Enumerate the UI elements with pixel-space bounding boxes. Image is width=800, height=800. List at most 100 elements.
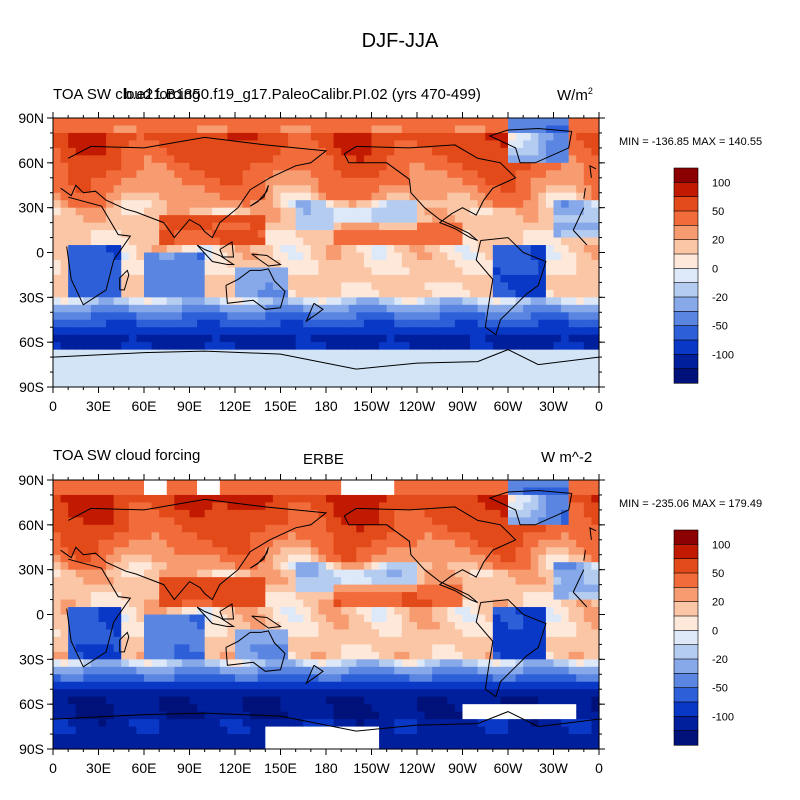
field-cell [424, 554, 433, 563]
field-cell [386, 562, 395, 571]
field-cell [159, 342, 168, 351]
field-cell [250, 629, 259, 638]
field-cell [454, 629, 464, 638]
field-cell [280, 539, 289, 548]
field-cell [439, 689, 448, 698]
field-cell [265, 364, 274, 373]
field-cell [288, 372, 297, 381]
field-cell [68, 259, 77, 269]
field-cell [121, 147, 130, 156]
field-cell [75, 245, 84, 254]
field-cell [242, 629, 251, 638]
field-cell [227, 230, 236, 239]
field-cell [553, 357, 562, 366]
field-cell [318, 629, 327, 638]
field-cell [409, 674, 418, 683]
field-cell [166, 577, 175, 586]
field-cell [106, 651, 115, 660]
field-cell [106, 636, 115, 645]
field-cell [454, 222, 464, 231]
field-cell [318, 719, 327, 728]
field-cell [417, 334, 426, 343]
field-cell [60, 569, 69, 578]
field-cell [500, 304, 509, 313]
field-cell [356, 599, 365, 608]
field-cell [136, 155, 145, 164]
field-cell [447, 125, 456, 134]
field-cell [386, 357, 395, 366]
field-cell [53, 349, 62, 358]
field-cell [470, 577, 479, 586]
field-cell [356, 140, 365, 149]
field-cell [447, 719, 456, 728]
field-cell [454, 696, 464, 705]
field-cell [280, 140, 289, 149]
field-cell [477, 252, 486, 261]
field-cell [151, 532, 160, 541]
field-cell [409, 719, 418, 728]
field-cell [98, 252, 107, 261]
field-cell [447, 621, 456, 631]
field-cell [326, 297, 335, 306]
field-cell [470, 636, 479, 645]
field-cell [159, 621, 168, 631]
field-cell [90, 192, 100, 201]
field-cell [272, 334, 282, 343]
field-cell [500, 569, 509, 578]
field-cell [212, 719, 221, 728]
field-cell [553, 170, 562, 179]
field-cell [492, 274, 502, 283]
field-cell [530, 259, 539, 269]
field-cell [265, 584, 274, 593]
field-cell [174, 487, 183, 496]
field-cell [144, 554, 153, 563]
field-cell [553, 140, 562, 149]
field-cell [485, 207, 494, 216]
field-cell [348, 532, 357, 541]
field-cell [189, 487, 198, 496]
field-cell [265, 502, 274, 511]
field-cell [439, 230, 448, 239]
field-cell [454, 539, 464, 548]
field-cell [68, 349, 77, 358]
field-cell [151, 599, 160, 608]
field-cell [417, 681, 426, 690]
field-cell [235, 177, 244, 186]
field-cell [166, 357, 175, 366]
field-cell [174, 289, 183, 298]
field-cell [401, 666, 411, 675]
field-cell [356, 539, 365, 548]
field-cell [576, 162, 585, 171]
field-cell [257, 539, 266, 548]
field-cell [106, 334, 115, 343]
field-cell [257, 651, 266, 660]
field-cell [523, 297, 532, 306]
field-cell [424, 200, 433, 209]
field-cell [106, 312, 115, 321]
field-cell [470, 357, 479, 366]
field-cell [181, 562, 191, 571]
field-cell [174, 222, 183, 231]
field-cell [333, 259, 342, 269]
field-cell [545, 207, 555, 216]
field-cell [530, 289, 539, 298]
field-cell [166, 502, 175, 511]
field-cell [181, 282, 191, 291]
field-cell [144, 207, 153, 216]
field-cell [144, 215, 153, 224]
field-cell [356, 644, 365, 653]
field-cell [144, 696, 153, 705]
field-cell [242, 289, 251, 298]
field-cell [136, 592, 145, 601]
field-cell [106, 170, 115, 179]
field-cell [204, 704, 213, 713]
field-cell [166, 379, 175, 388]
field-cell [583, 259, 593, 269]
field-cell [60, 659, 69, 668]
field-cell [98, 289, 107, 298]
field-cell [75, 259, 84, 269]
field-cell [568, 372, 577, 381]
field-cell [409, 569, 418, 578]
field-cell [113, 659, 122, 668]
field-cell [363, 584, 373, 593]
